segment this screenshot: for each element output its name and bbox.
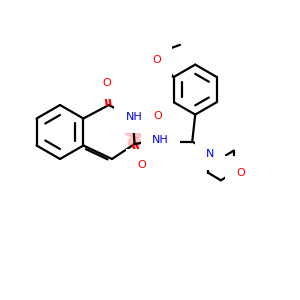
Ellipse shape: [128, 136, 142, 148]
Text: NH: NH: [152, 135, 169, 145]
Text: O: O: [152, 55, 161, 65]
Text: NH: NH: [125, 112, 142, 122]
Text: N: N: [206, 148, 214, 159]
Text: O: O: [102, 78, 111, 88]
Text: O: O: [137, 160, 146, 170]
Text: O: O: [153, 111, 162, 121]
Ellipse shape: [123, 123, 149, 138]
Text: O: O: [236, 168, 245, 178]
